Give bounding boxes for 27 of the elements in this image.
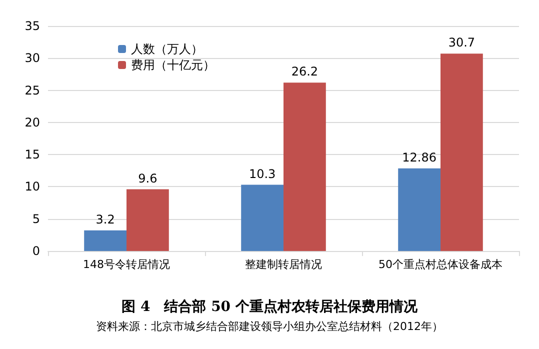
data-label: 12.86 (402, 150, 436, 164)
bar (440, 54, 483, 251)
y-tick-label: 25 (24, 83, 40, 98)
legend-label: 费用（十亿元） (131, 58, 215, 72)
x-tick-label: 整建制转居情况 (245, 258, 322, 271)
x-tick-label: 50个重点村总体设备成本 (378, 258, 502, 271)
bar (84, 230, 126, 251)
legend-label: 人数（万人） (131, 42, 203, 56)
y-tick-label: 35 (24, 19, 40, 33)
data-label: 9.6 (138, 171, 158, 186)
bar (284, 82, 326, 251)
x-tick-label: 148号令转居情况 (83, 258, 170, 271)
data-label: 26.2 (291, 64, 318, 79)
y-tick-label: 15 (24, 148, 40, 162)
data-label: 3.2 (96, 212, 115, 226)
data-label: 30.7 (448, 36, 476, 50)
y-tick-label: 5 (32, 212, 40, 226)
text: 资料来源：北京市城乡结合部建设领导小组办公室总结材料（2012年） (96, 320, 443, 333)
text: 图 4 结合部 50 个重点村农转居社保费用情况 (122, 298, 418, 315)
y-tick-label: 0 (32, 244, 40, 258)
data-label: 10.3 (248, 166, 276, 181)
y-tick-label: 30 (24, 51, 40, 66)
y-tick-label: 20 (24, 115, 40, 130)
bar (398, 168, 440, 251)
bar (126, 189, 169, 251)
bar (241, 184, 284, 251)
y-tick-label: 10 (24, 180, 40, 194)
